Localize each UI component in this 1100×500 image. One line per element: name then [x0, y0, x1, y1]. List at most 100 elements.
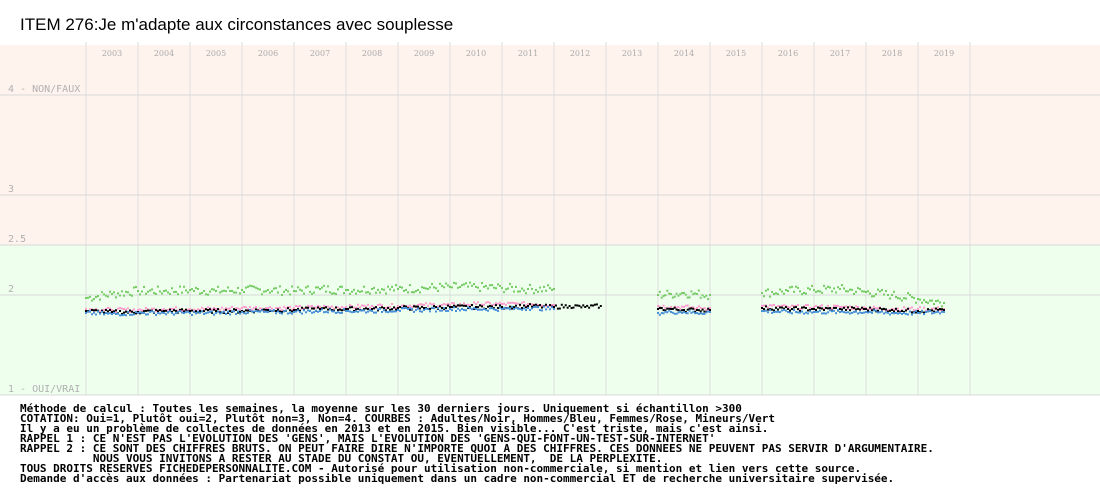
note-line-7: Demande d'accès aux données : Partenaria…: [20, 472, 894, 485]
dot-femmes: [911, 306, 913, 309]
dot-adultes: [139, 312, 141, 315]
dot-adultes: [558, 307, 561, 310]
dot-hommes: [893, 312, 895, 315]
dot-hommes: [271, 310, 273, 313]
dot-femmes: [409, 304, 411, 307]
dot-adultes: [375, 306, 377, 309]
dot-femmes: [425, 302, 427, 305]
dot-hommes: [119, 314, 121, 317]
dot-hommes: [347, 309, 349, 312]
dot-hommes: [921, 309, 923, 312]
dot-mineurs: [699, 296, 702, 299]
dot-mineurs: [489, 284, 491, 287]
dot-femmes: [95, 307, 97, 310]
dot-femmes: [355, 306, 357, 309]
dot-mineurs: [931, 299, 933, 302]
dot-adultes: [841, 308, 843, 311]
dot-adultes: [301, 306, 303, 309]
dot-hommes: [765, 309, 767, 312]
dot-mineurs: [277, 291, 279, 294]
point-mineurs-2-5: [891, 294, 893, 296]
dot-adultes: [481, 305, 483, 308]
dot-mineurs: [395, 284, 397, 287]
dot-hommes: [315, 309, 317, 312]
dot-hommes: [847, 311, 849, 314]
dot-adultes: [887, 310, 889, 313]
dot-femmes: [541, 304, 543, 307]
dot-mineurs: [419, 291, 421, 294]
dot-femmes: [781, 304, 783, 307]
dot-hommes: [781, 309, 783, 312]
point-adultes-0-17: [527, 305, 529, 307]
dot-hommes: [551, 306, 553, 309]
dot-adultes: [690, 307, 693, 310]
dot-femmes: [265, 307, 267, 310]
dot-femmes: [793, 305, 795, 308]
dot-hommes: [287, 312, 289, 315]
dot-femmes: [869, 307, 871, 310]
dot-hommes: [509, 308, 511, 311]
dot-mineurs: [781, 290, 783, 293]
dot-mineurs: [173, 290, 175, 293]
dot-mineurs: [147, 290, 149, 293]
dot-mineurs: [509, 282, 511, 285]
dot-hommes: [799, 311, 801, 314]
dot-mineurs: [329, 291, 331, 294]
dot-hommes: [684, 312, 687, 315]
dot-hommes: [101, 310, 103, 313]
dot-hommes: [697, 312, 700, 315]
dot-adultes: [703, 310, 706, 313]
dot-hommes: [913, 311, 915, 314]
dot-mineurs: [441, 284, 443, 287]
point-hommes-0-7: [267, 311, 269, 313]
dot-hommes: [291, 312, 293, 315]
dot-adultes: [275, 309, 277, 312]
year-label-2016: 2016: [778, 49, 798, 58]
dot-mineurs: [819, 290, 821, 293]
dot-mineurs: [793, 290, 795, 293]
dot-femmes: [213, 307, 215, 310]
dot-mineurs: [447, 284, 449, 287]
note-line-1: COTATION: Oui=1, Plutôt oui=2, Plutôt no…: [20, 412, 775, 425]
point-mineurs-0-9: [319, 288, 321, 290]
dot-mineurs: [801, 293, 803, 296]
dot-hommes: [177, 310, 179, 313]
dot-hommes: [203, 313, 205, 316]
dot-adultes: [935, 307, 937, 310]
dot-adultes: [409, 308, 411, 311]
dot-hommes: [379, 307, 381, 310]
dot-adultes: [399, 306, 401, 309]
dot-hommes: [841, 310, 843, 313]
point-femmes-0-1: [111, 309, 113, 311]
dot-adultes: [671, 307, 674, 310]
dot-adultes: [477, 306, 479, 309]
point-hommes-0-13: [423, 309, 425, 311]
dot-adultes: [515, 304, 517, 307]
dot-hommes: [533, 306, 535, 309]
dot-hommes: [417, 307, 419, 310]
dot-adultes: [171, 310, 173, 313]
dot-femmes: [307, 304, 309, 307]
dot-mineurs: [159, 290, 161, 293]
dot-hommes: [919, 312, 921, 315]
dot-adultes: [265, 308, 267, 311]
dot-hommes: [329, 308, 331, 311]
point-adultes-0-12: [397, 307, 399, 309]
dot-adultes: [859, 308, 861, 311]
dot-mineurs: [823, 284, 825, 287]
dot-femmes: [219, 308, 221, 311]
dot-hommes: [937, 310, 939, 313]
dot-femmes: [503, 302, 505, 305]
dot-mineurs: [861, 290, 863, 293]
dot-adultes: [441, 306, 443, 309]
dot-mineurs: [431, 283, 433, 286]
dot-mineurs: [115, 296, 117, 299]
dot-femmes: [271, 307, 273, 310]
dot-adultes: [807, 309, 809, 312]
dot-mineurs: [339, 285, 341, 288]
dot-adultes: [795, 306, 797, 309]
dot-mineurs: [399, 285, 401, 288]
dot-hommes: [825, 312, 827, 315]
dot-hommes: [103, 313, 105, 316]
dot-mineurs: [503, 291, 505, 294]
